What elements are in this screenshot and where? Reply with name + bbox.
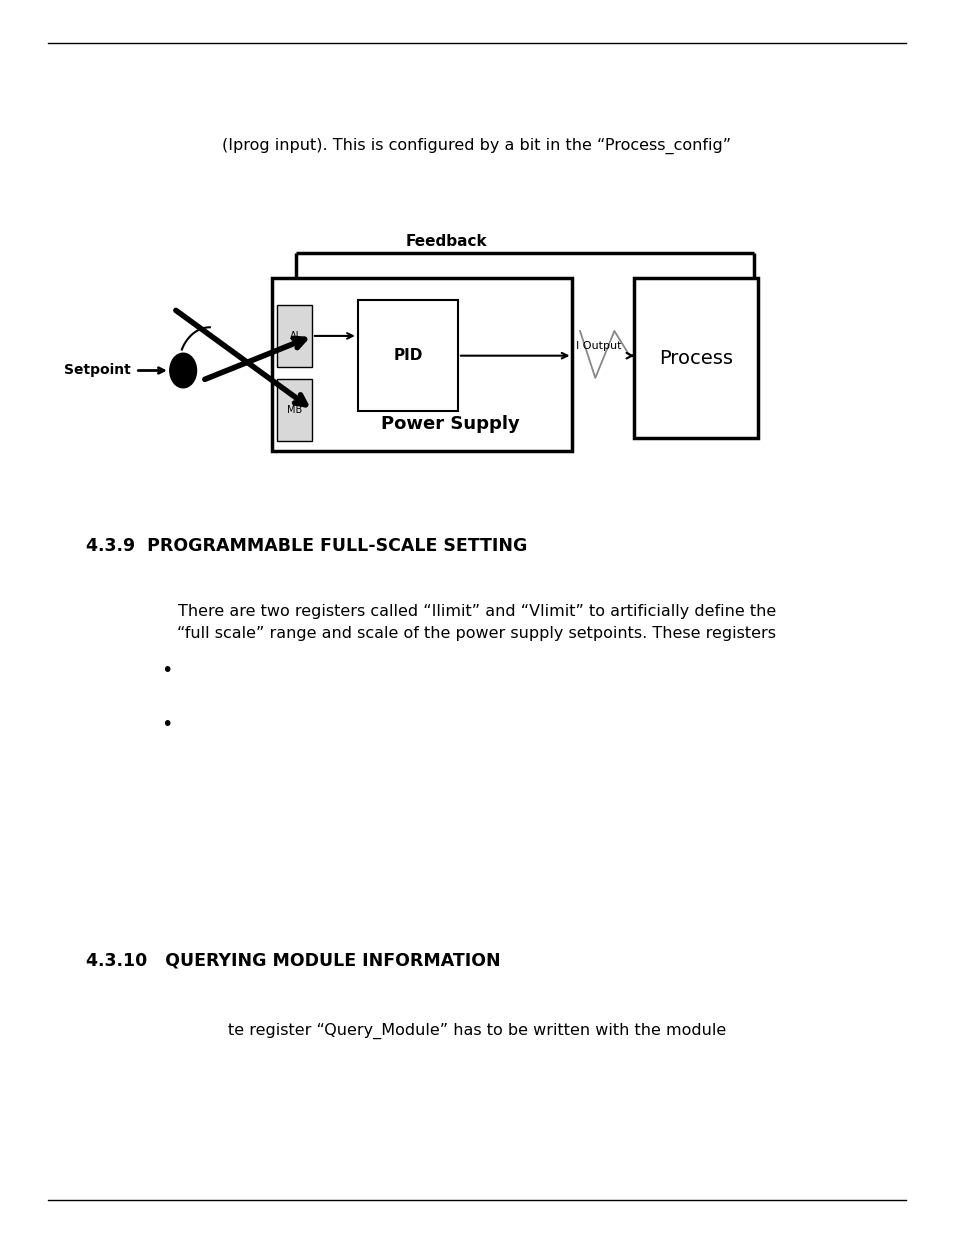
FancyBboxPatch shape xyxy=(276,379,312,441)
Text: PID: PID xyxy=(393,348,422,363)
FancyBboxPatch shape xyxy=(276,305,312,367)
Text: 4.3.9  PROGRAMMABLE FULL-SCALE SETTING: 4.3.9 PROGRAMMABLE FULL-SCALE SETTING xyxy=(86,537,527,555)
Text: 4.3.10   QUERYING MODULE INFORMATION: 4.3.10 QUERYING MODULE INFORMATION xyxy=(86,952,500,969)
Text: •: • xyxy=(161,661,172,680)
Circle shape xyxy=(170,353,196,388)
Text: Feedback: Feedback xyxy=(405,235,487,249)
Text: Power Supply: Power Supply xyxy=(381,415,519,432)
Text: I Output: I Output xyxy=(576,341,621,351)
FancyBboxPatch shape xyxy=(357,300,457,411)
FancyBboxPatch shape xyxy=(634,278,758,438)
Text: (Iprog input). This is configured by a bit in the “Process_config”: (Iprog input). This is configured by a b… xyxy=(222,137,731,154)
FancyBboxPatch shape xyxy=(272,278,572,451)
Text: te register “Query_Module” has to be written with the module: te register “Query_Module” has to be wri… xyxy=(228,1023,725,1040)
Text: •: • xyxy=(161,715,172,735)
Text: Setpoint: Setpoint xyxy=(64,363,131,378)
Text: MB: MB xyxy=(287,405,301,415)
Text: AI: AI xyxy=(290,331,298,341)
Text: There are two registers called “Ilimit” and “Vlimit” to artificially define the
: There are two registers called “Ilimit” … xyxy=(177,604,776,641)
Text: Process: Process xyxy=(659,348,733,368)
